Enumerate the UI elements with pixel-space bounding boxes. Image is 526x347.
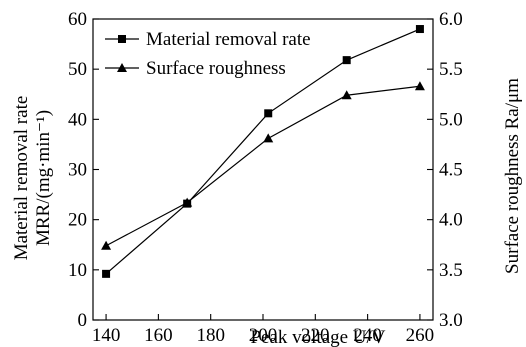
right-y-tick-label: 6.0 xyxy=(439,9,463,30)
left-y-tick-label: 10 xyxy=(68,260,87,281)
series-line-surface-roughness xyxy=(105,85,420,247)
left-y-tick-label: 60 xyxy=(68,9,87,30)
right-y-tick-label: 3.5 xyxy=(439,260,463,281)
point-surface-roughness xyxy=(414,81,425,91)
series-group xyxy=(101,25,425,278)
legend-square-marker xyxy=(118,35,126,43)
x-tick-label: 160 xyxy=(144,325,173,346)
x-tick-label: 220 xyxy=(301,325,330,346)
right-y-axis-label: Surface roughness Ra/μm xyxy=(502,78,523,274)
left-y-axis-label-line1: Material removal rate xyxy=(11,96,32,261)
left-y-tick-label: 40 xyxy=(68,109,87,130)
x-axis-ticks: 140 160 180 200 220 240 260 xyxy=(92,314,434,346)
point-surface-roughness xyxy=(182,197,193,207)
x-tick-label: 200 xyxy=(249,325,278,346)
point-surface-roughness xyxy=(341,90,352,100)
legend-triangle-marker xyxy=(117,63,127,72)
x-axis-label: Peak voltage U/V xyxy=(250,327,385,347)
x-tick-label: 180 xyxy=(196,325,225,346)
left-y-tick-label: 20 xyxy=(68,210,87,231)
point-material-removal-rate xyxy=(342,56,351,65)
left-y-tick-label: 30 xyxy=(68,160,87,181)
right-y-axis-ticks: 3.0 3.5 4.0 4.5 5.0 5.5 6.0 xyxy=(427,9,463,331)
point-material-removal-rate xyxy=(102,269,111,278)
point-surface-roughness xyxy=(263,133,274,143)
x-tick-label: 260 xyxy=(406,325,435,346)
point-material-removal-rate xyxy=(415,25,424,34)
left-y-tick-label: 0 xyxy=(78,310,88,331)
left-y-axis-label-line2: MRR/(mg·min⁻¹) xyxy=(33,110,54,246)
point-material-removal-rate xyxy=(264,109,273,118)
right-y-tick-label: 4.5 xyxy=(439,160,463,181)
legend-entry-label: Surface roughness xyxy=(146,58,286,79)
right-y-tick-label: 5.5 xyxy=(439,59,463,80)
right-y-tick-label: 3.0 xyxy=(439,310,463,331)
left-y-axis-ticks: 0 10 20 30 40 50 60 xyxy=(68,9,99,331)
x-tick-label: 240 xyxy=(353,325,382,346)
point-surface-roughness xyxy=(101,240,112,250)
right-y-tick-label: 4.0 xyxy=(439,210,463,231)
left-y-tick-label: 50 xyxy=(68,59,87,80)
legend: Material removal rate Surface roughness xyxy=(105,29,311,79)
legend-entry-label: Material removal rate xyxy=(146,29,311,50)
right-y-tick-label: 5.0 xyxy=(439,109,463,130)
x-tick-label: 140 xyxy=(92,325,121,346)
